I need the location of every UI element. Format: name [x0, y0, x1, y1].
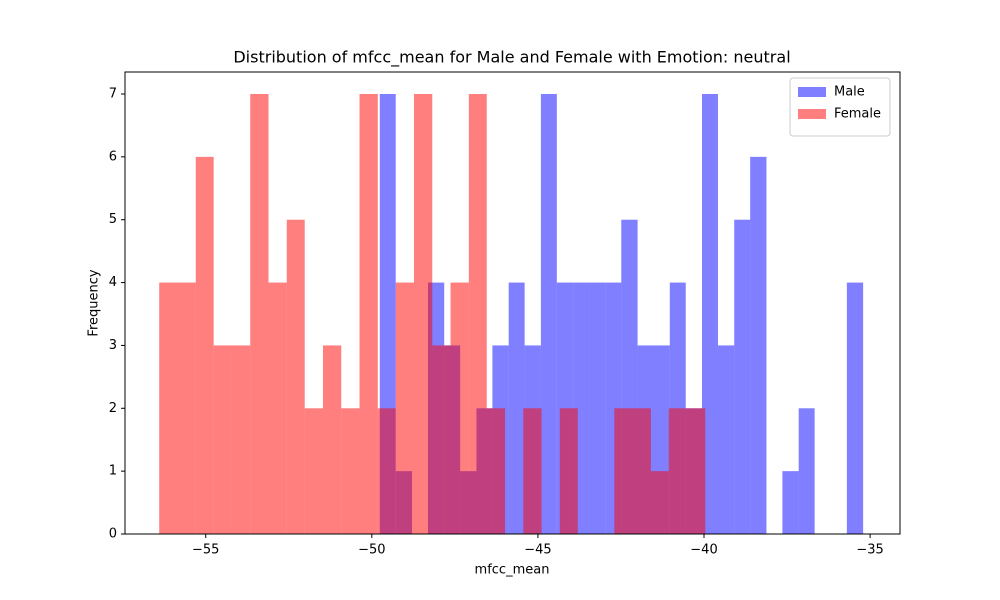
- x-tick-label: −40: [690, 543, 717, 558]
- bar: [432, 345, 451, 534]
- legend-label: Male: [834, 85, 865, 100]
- x-tick-label: −35: [856, 543, 883, 558]
- bar: [159, 282, 178, 534]
- bar: [486, 408, 506, 534]
- y-tick-label: 2: [109, 401, 117, 416]
- legend-swatch: [798, 87, 826, 97]
- bar: [268, 282, 287, 534]
- y-tick-label: 6: [109, 149, 117, 164]
- y-tick-label: 7: [109, 87, 117, 102]
- bar: [359, 94, 378, 534]
- bar: [250, 94, 269, 534]
- bar: [286, 219, 305, 534]
- y-tick-label: 1: [109, 464, 117, 479]
- y-tick-label: 4: [109, 275, 117, 290]
- bar: [414, 94, 433, 534]
- bar: [508, 282, 525, 534]
- bar: [782, 471, 799, 534]
- bar: [450, 282, 469, 534]
- x-axis-label: mfcc_mean: [475, 563, 550, 578]
- x-tick-label: −50: [358, 543, 385, 558]
- bar: [540, 94, 557, 534]
- bar: [377, 408, 396, 534]
- legend-label: Female: [834, 107, 881, 122]
- bar: [559, 408, 578, 534]
- bar: [702, 94, 718, 534]
- bar: [523, 408, 542, 534]
- bar: [734, 219, 751, 534]
- bar: [177, 282, 196, 534]
- bar: [846, 282, 864, 534]
- x-tick-label: −45: [524, 543, 551, 558]
- legend-swatch: [798, 109, 826, 119]
- bar: [632, 408, 651, 534]
- bar: [395, 282, 415, 534]
- y-tick-label: 3: [109, 338, 117, 353]
- bar: [341, 408, 360, 534]
- plot-frame: [124, 71, 901, 535]
- y-axis-label: Frequency: [87, 269, 102, 336]
- bar: [231, 345, 251, 534]
- bar: [468, 94, 487, 534]
- y-tick-label: 0: [109, 527, 117, 542]
- bar: [650, 471, 669, 534]
- bar: [798, 408, 815, 534]
- bar: [668, 408, 688, 534]
- bar: [687, 408, 706, 534]
- bar: [195, 156, 214, 534]
- y-tick-label: 5: [109, 212, 117, 227]
- bar: [614, 408, 633, 534]
- x-tick-label: −55: [192, 543, 219, 558]
- chart-title: Distribution of mfcc_mean for Male and F…: [233, 48, 790, 68]
- bar: [589, 282, 606, 534]
- bar: [750, 156, 767, 534]
- bar: [717, 345, 735, 534]
- bar: [304, 408, 323, 534]
- bar: [213, 345, 232, 534]
- bar: [322, 345, 342, 534]
